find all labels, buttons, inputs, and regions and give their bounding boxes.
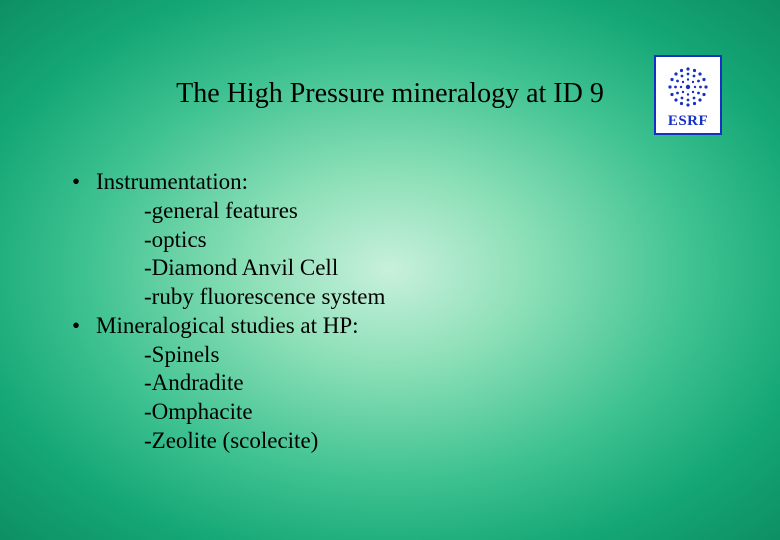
sub-item: -Andradite <box>72 369 385 398</box>
sub-item: -optics <box>72 226 385 255</box>
bullet-label: Mineralogical studies at HP: <box>96 312 359 341</box>
sub-item: -Zeolite (scolecite) <box>72 427 385 456</box>
sub-item: -Diamond Anvil Cell <box>72 254 385 283</box>
bullet-label: Instrumentation: <box>96 168 248 197</box>
slide: The High Pressure mineralogy at ID 9 <box>0 0 780 540</box>
bullet-item: • Mineralogical studies at HP: <box>72 312 385 341</box>
sub-item: -Spinels <box>72 341 385 370</box>
content-area: • Instrumentation: -general features -op… <box>72 168 385 456</box>
esrf-logo: ESRF <box>654 55 722 135</box>
bullet-marker: • <box>72 168 96 197</box>
sub-item: -general features <box>72 197 385 226</box>
sub-item: -Omphacite <box>72 398 385 427</box>
bullet-item: • Instrumentation: <box>72 168 385 197</box>
esrf-logo-text: ESRF <box>668 113 708 130</box>
sub-item: -ruby fluorescence system <box>72 283 385 312</box>
bullet-marker: • <box>72 312 96 341</box>
esrf-ring-icon <box>664 63 712 111</box>
